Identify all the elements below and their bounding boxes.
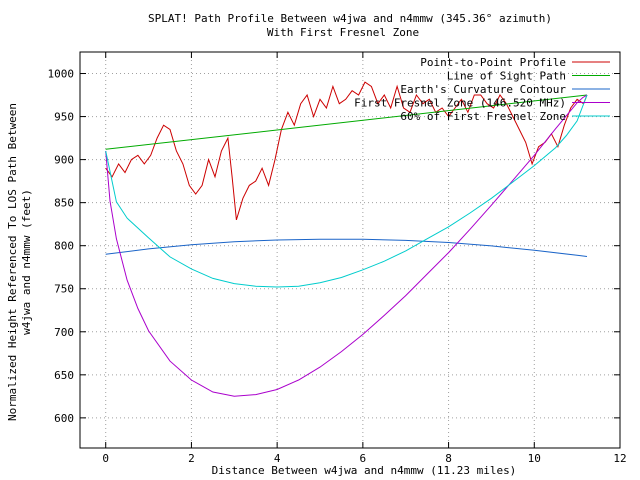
legend-label-first-fresnel-zone-146-520-mhz: First Fresnel Zone (146.520 MHz) [354, 97, 566, 110]
series-line-60-of-first-fresnel-zone [105, 94, 588, 288]
plot-frame [79, 51, 621, 449]
y-tick-label: 650 [54, 369, 74, 382]
series-line-first-fresnel-zone-146-520-mhz [105, 94, 588, 397]
series-line-point-to-point-profile [105, 81, 588, 221]
y-axis-label-line1: Normalized Height Referenced To LOS Path… [6, 103, 19, 421]
y-tick-label: 600 [54, 412, 74, 425]
y-tick-label: 900 [54, 154, 74, 167]
y-tick-label: 850 [54, 197, 74, 210]
chart-title: SPLAT! Path Profile Between w4jwa and n4… [148, 12, 552, 25]
chart-subtitle: With First Fresnel Zone [267, 26, 419, 39]
x-tick-label: 2 [188, 452, 195, 465]
y-tick-label: 700 [54, 326, 74, 339]
x-tick-label: 6 [360, 452, 367, 465]
legend-label-earth-s-curvature-contour: Earth's Curvature Contour [400, 83, 566, 96]
x-axis-label: Distance Between w4jwa and n4mmw (11.23 … [212, 464, 517, 477]
y-tick-label: 800 [54, 240, 74, 253]
legend-label-60-of-first-fresnel-zone: 60% of First Fresnel Zone [400, 110, 566, 123]
axes-layer: 0 2 4 6 8 10 12 600 650 700 750 800 850 900 950 1000 [48, 51, 627, 465]
series-line-earth-s-curvature-contour [105, 238, 588, 257]
legend-label-point-to-point-profile: Point-to-Point Profile [420, 56, 566, 69]
x-tick-label: 8 [445, 452, 452, 465]
x-tick-label: 10 [528, 452, 541, 465]
series-layer [105, 81, 588, 397]
series-line-line-of-sight-path [105, 94, 588, 150]
y-tick-label: 1000 [48, 68, 75, 81]
y-axis-label-line2: w4jwa and n4mmw (feet) [20, 189, 33, 335]
x-tick-label: 12 [613, 452, 626, 465]
x-tick-label: 0 [102, 452, 109, 465]
x-tick-label: 4 [274, 452, 281, 465]
y-tick-label: 950 [54, 111, 74, 124]
legend-label-line-of-sight-path: Line of Sight Path [447, 70, 566, 83]
y-tick-label: 750 [54, 283, 74, 296]
